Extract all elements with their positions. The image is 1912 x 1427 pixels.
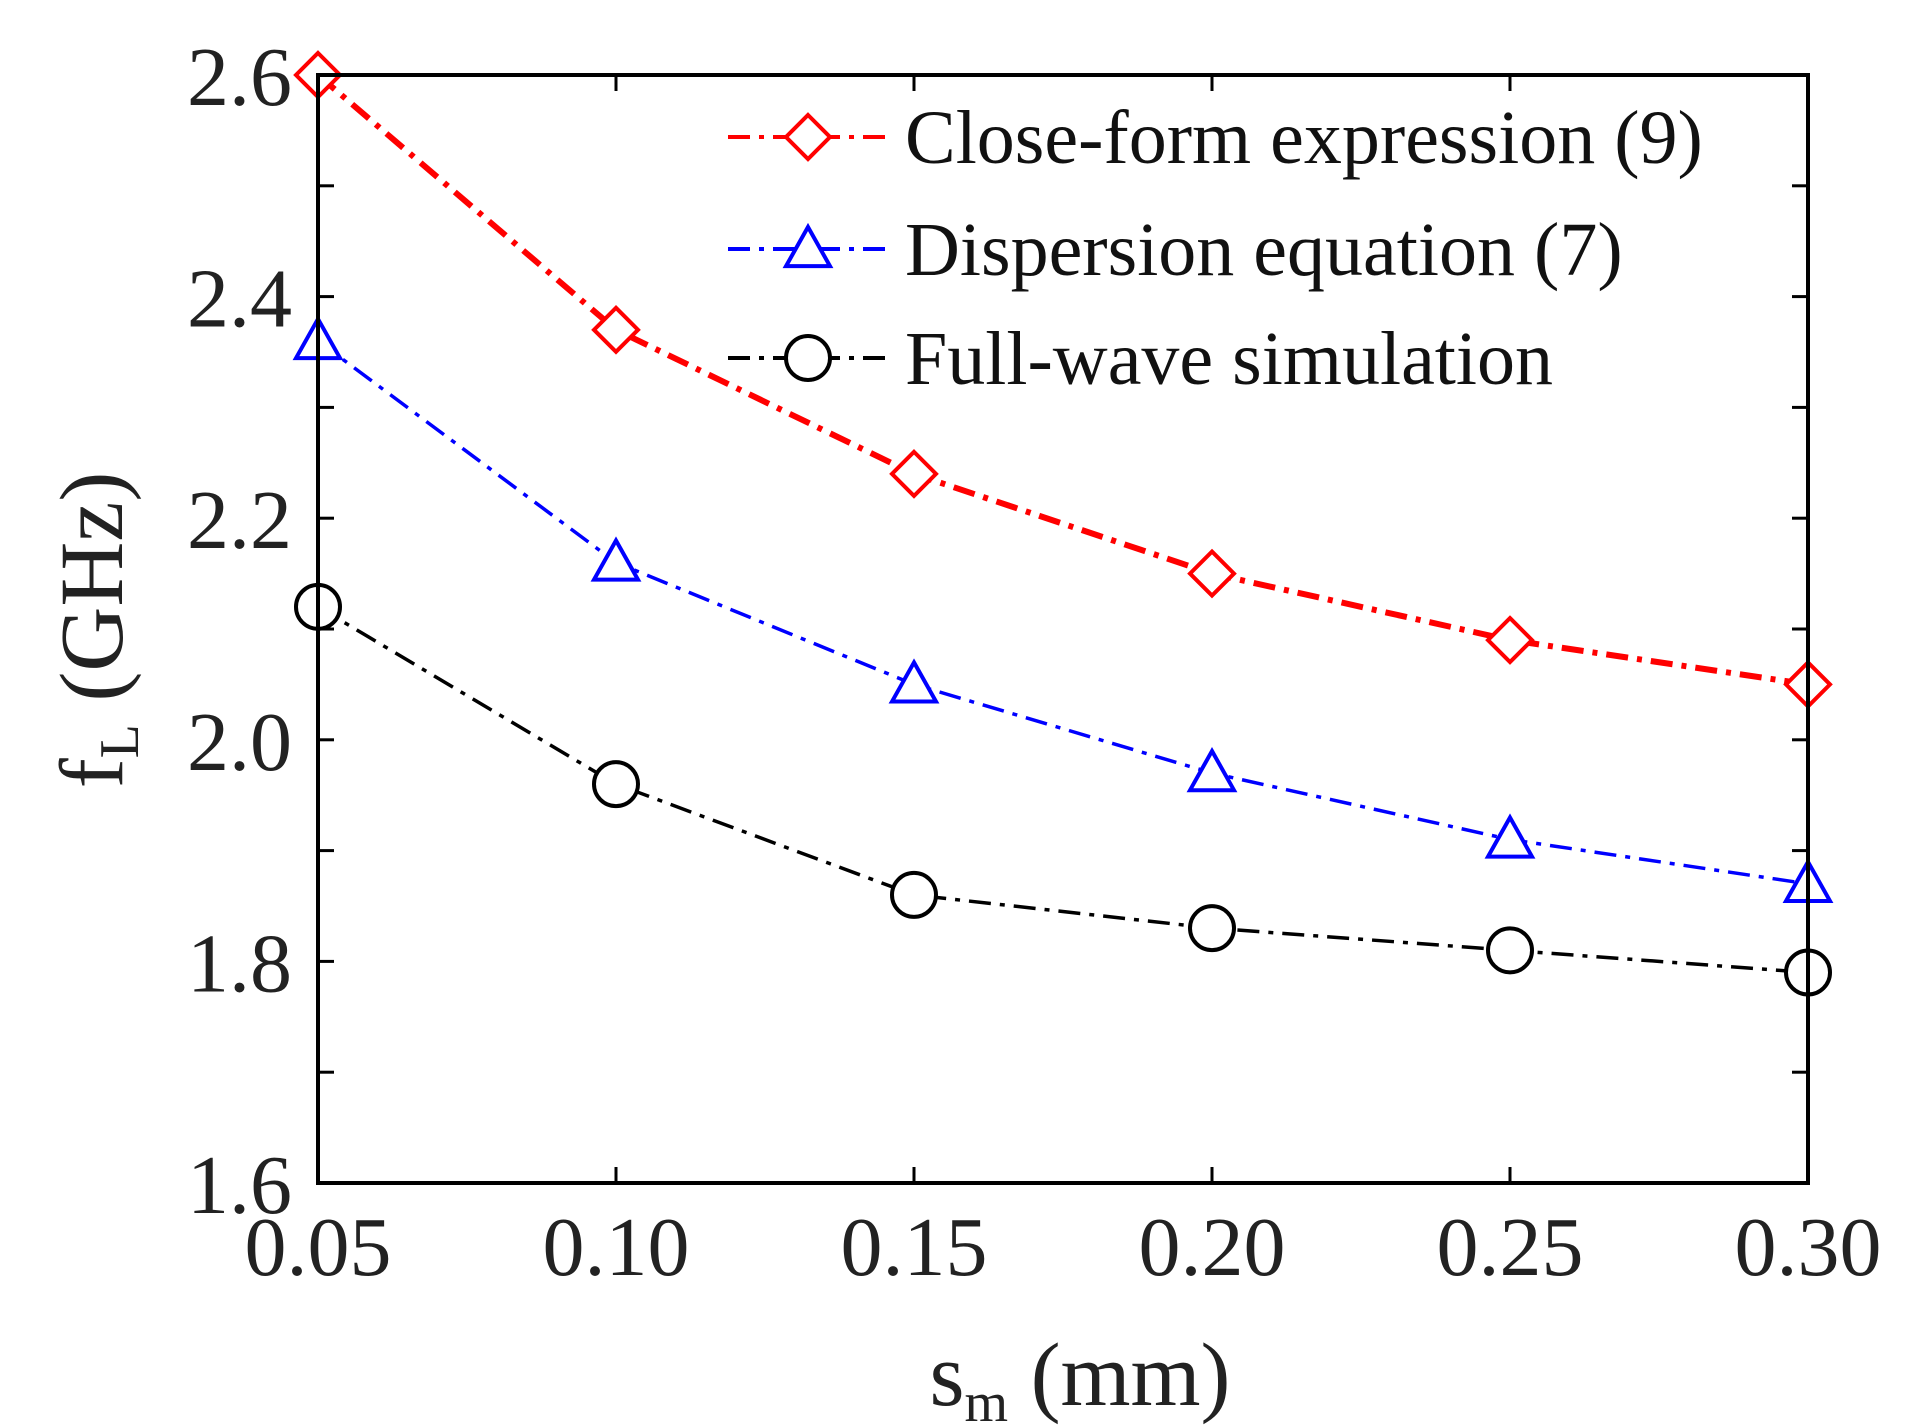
y-tick-label: 2.0 — [187, 696, 292, 789]
y-axis-label: fL (GHz) — [43, 472, 151, 789]
x-tick-label: 0.05 — [245, 1201, 392, 1294]
legend-label: Close-form expression (9) — [905, 96, 1703, 180]
data-point-diamond — [1485, 615, 1535, 665]
y-tick-label: 2.2 — [187, 474, 292, 567]
y-tick-label: 2.4 — [187, 253, 292, 346]
data-point-circle — [890, 870, 938, 919]
y-tick-label: 1.6 — [187, 1139, 292, 1232]
data-point-triangle — [888, 658, 940, 704]
x-axis-label-main: s — [929, 1326, 964, 1425]
data-point-diamond — [591, 305, 641, 355]
data-point-circle — [1188, 904, 1236, 953]
y-axis-label-main: f — [43, 758, 142, 788]
x-tick-label: 0.20 — [1139, 1201, 1286, 1294]
data-point-circle — [1486, 926, 1534, 975]
x-axis-label: sm (mm) — [929, 1326, 1230, 1427]
legend-marker-circle — [784, 334, 832, 382]
data-point-triangle — [1186, 746, 1238, 793]
series-line-diamond — [316, 72, 1809, 688]
data-point-diamond — [1187, 548, 1237, 599]
y-axis-label-rest: (GHz) — [43, 472, 142, 724]
y-tick-label: 1.8 — [187, 917, 292, 1010]
y-tick-label: 2.6 — [187, 31, 292, 124]
x-tick-label: 0.30 — [1735, 1201, 1882, 1294]
legend: Close-form expression (9) Dispersion equa… — [728, 96, 1703, 401]
legend-label: Dispersion equation (7) — [905, 208, 1623, 292]
series-lines — [316, 72, 1809, 975]
series-line-triangle — [316, 339, 1809, 886]
y-axis-label-sub: L — [89, 724, 151, 758]
plot-frame — [316, 73, 1810, 1185]
x-tick-label: 0.10 — [543, 1201, 690, 1294]
legend-label: Full-wave simulation — [905, 317, 1553, 401]
x-axis-label-rest: (mm) — [1008, 1326, 1230, 1425]
x-tick-label: 0.15 — [841, 1201, 988, 1294]
data-point-triangle — [1484, 813, 1536, 859]
data-point-triangle — [590, 536, 642, 582]
tick-labels: 1.6 1.8 2.0 2.2 2.4 2.6 0.05 0.10 0.15 0.20 0.25 0.… — [187, 31, 1882, 1294]
x-tick-label: 0.25 — [1437, 1201, 1584, 1294]
legend-marker-diamond — [783, 112, 833, 162]
data-point-circle — [592, 760, 640, 809]
x-axis-label-sub: m — [965, 1372, 1009, 1427]
data-point-diamond — [889, 449, 939, 499]
legend-marker-triangle — [782, 222, 834, 269]
series-line-circle — [317, 605, 1809, 975]
